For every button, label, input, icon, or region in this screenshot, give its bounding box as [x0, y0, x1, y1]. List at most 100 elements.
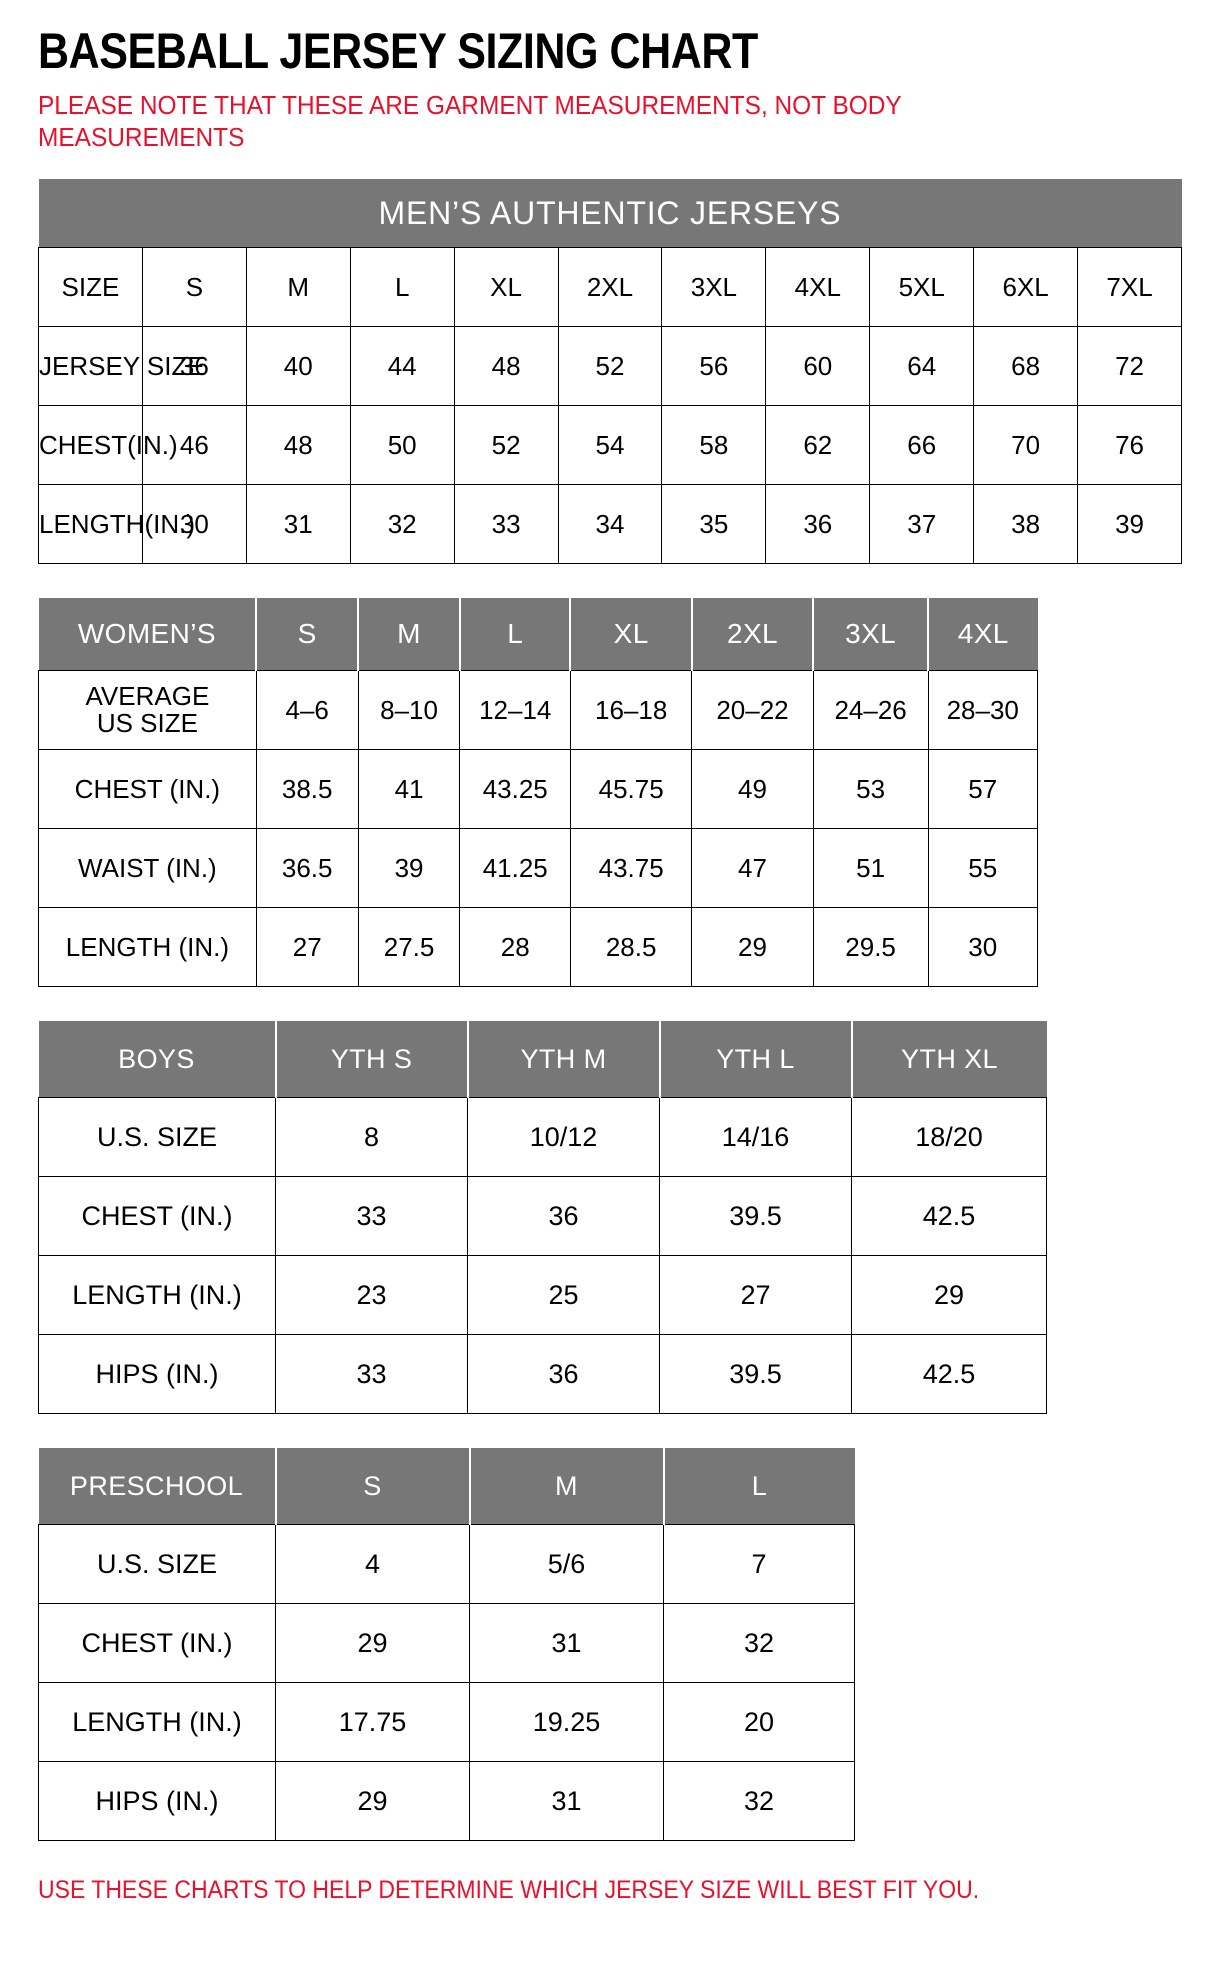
cell: 51: [812, 828, 929, 909]
womens-row-label-average-us-size: AVERAGE US SIZE: [38, 670, 257, 751]
mens-col-m: M: [245, 247, 351, 328]
cell: 39: [357, 828, 461, 909]
cell: 30: [141, 484, 247, 565]
mens-row-label-chest: CHEST(IN.): [38, 405, 178, 486]
boys-col-yth-xl: YTH XL: [850, 1021, 1047, 1098]
cell: 23: [275, 1255, 468, 1336]
cell: 40: [245, 326, 351, 407]
cell: 39.5: [659, 1176, 852, 1257]
mens-column-header-row: SIZE S M L XL 2XL 3XL 4XL 5XL 6XL 7XL: [38, 247, 1182, 328]
womens-row-label-length: LENGTH (IN.): [38, 907, 257, 988]
cell: 45.75: [569, 749, 693, 830]
cell: 44: [349, 326, 455, 407]
cell: 33: [275, 1334, 468, 1415]
cell: 42.5: [851, 1176, 1047, 1257]
mens-col-7xl: 7XL: [1077, 247, 1182, 328]
mens-col-3xl: 3XL: [661, 247, 767, 328]
cell: 20–22: [691, 670, 814, 751]
cell: 36.5: [255, 828, 359, 909]
cell: 33: [275, 1176, 468, 1257]
cell: 24–26: [812, 670, 929, 751]
mens-col-2xl: 2XL: [557, 247, 663, 328]
cell: 72: [1077, 326, 1182, 407]
page-title: BASEBALL JERSEY SIZING CHART: [38, 23, 758, 79]
cell: 29: [275, 1761, 470, 1842]
cell: 5/6: [469, 1524, 664, 1605]
preschool-table-body: PRESCHOOL S M L U.S. SIZE 4 5/6 7 CHEST …: [38, 1448, 855, 1842]
table-row: CHEST (IN.) 33 36 39.5 42.5: [38, 1176, 1047, 1257]
mens-row-label-jersey-size: JERSEY SIZE: [38, 326, 205, 407]
boys-col-yth-l: YTH L: [658, 1021, 853, 1098]
cell: 29.5: [812, 907, 929, 988]
womens-column-header-row: WOMEN’S S M L XL 2XL 3XL 4XL: [38, 598, 1038, 671]
mens-corner-label: SIZE: [38, 247, 143, 328]
womens-col-3xl: 3XL: [812, 598, 930, 671]
table-row: CHEST(IN.) 46 48 50 52 54 58 62 66 70 76: [38, 405, 1182, 486]
cell: 32: [663, 1761, 855, 1842]
womens-corner-label: WOMEN’S: [38, 598, 258, 671]
cell: 37: [869, 484, 975, 565]
table-row: JERSEY SIZE 36 40 44 48 52 56 60 64 68 7…: [38, 326, 1182, 407]
boys-corner-label: BOYS: [38, 1021, 277, 1098]
cell: 39: [1077, 484, 1182, 565]
boys-row-label-length: LENGTH (IN.): [38, 1255, 276, 1336]
cell: 55: [927, 828, 1039, 909]
cell: 36: [765, 484, 871, 565]
cell: 38.5: [255, 749, 359, 830]
cell: 38: [973, 484, 1079, 565]
boys-row-label-us-size: U.S. SIZE: [38, 1097, 276, 1178]
cell: 28.5: [569, 907, 693, 988]
cell: 49: [691, 749, 814, 830]
mens-row-label-length: LENGTH(IN.): [38, 484, 195, 565]
womens-row-label-waist: WAIST (IN.): [38, 828, 257, 909]
cell: 27: [255, 907, 359, 988]
table-row: WAIST (IN.) 36.5 39 41.25 43.75 47 51 55: [38, 828, 1039, 909]
cell: 31: [245, 484, 351, 565]
cell: 39.5: [659, 1334, 852, 1415]
cell: 28–30: [927, 670, 1039, 751]
table-row: HIPS (IN.) 33 36 39.5 42.5: [38, 1334, 1047, 1415]
cell: 46: [141, 405, 247, 486]
boys-column-header-row: BOYS YTH S YTH M YTH L YTH XL: [38, 1021, 1047, 1098]
cell: 62: [765, 405, 871, 486]
cell: 33: [453, 484, 559, 565]
cell: 68: [973, 326, 1079, 407]
cell: 41.25: [459, 828, 571, 909]
cell: 32: [663, 1603, 855, 1684]
boys-col-yth-m: YTH M: [466, 1021, 661, 1098]
mens-banner-label: MEN’S AUTHENTIC JERSEYS: [38, 179, 1182, 248]
cell: 30: [927, 907, 1039, 988]
cell: 25: [467, 1255, 660, 1336]
cell: 29: [275, 1603, 470, 1684]
cell: 76: [1077, 405, 1182, 486]
cell: 52: [453, 405, 559, 486]
cell: 43.75: [569, 828, 693, 909]
cell: 70: [973, 405, 1079, 486]
cell: 53: [812, 749, 929, 830]
cell: 29: [691, 907, 814, 988]
cell: 60: [765, 326, 871, 407]
cell: 7: [663, 1524, 855, 1605]
cell: 28: [459, 907, 571, 988]
cell: 16–18: [569, 670, 693, 751]
womens-col-2xl: 2XL: [690, 598, 815, 671]
table-row: LENGTH (IN.) 17.75 19.25 20: [38, 1682, 855, 1763]
womens-table-body: WOMEN’S S M L XL 2XL 3XL 4XL AVERAGE US S…: [38, 598, 1039, 988]
cell: 8: [275, 1097, 468, 1178]
cell: 52: [557, 326, 663, 407]
cell: 54: [557, 405, 663, 486]
cell: 48: [453, 326, 559, 407]
cell: 58: [661, 405, 767, 486]
womens-col-l: L: [458, 598, 572, 671]
cell: 41: [357, 749, 461, 830]
garment-measurement-note: PLEASE NOTE THAT THESE ARE GARMENT MEASU…: [38, 90, 902, 152]
womens-col-4xl: 4XL: [927, 598, 1038, 671]
preschool-row-label-us-size: U.S. SIZE: [38, 1524, 276, 1605]
cell: 12–14: [459, 670, 571, 751]
cell: 48: [245, 405, 351, 486]
fit-advice-note: USE THESE CHARTS TO HELP DETERMINE WHICH…: [38, 1876, 980, 1905]
table-row: U.S. SIZE 4 5/6 7: [38, 1524, 855, 1605]
boys-row-label-chest: CHEST (IN.): [38, 1176, 276, 1257]
cell: 17.75: [275, 1682, 470, 1763]
boys-col-yth-s: YTH S: [274, 1021, 469, 1098]
